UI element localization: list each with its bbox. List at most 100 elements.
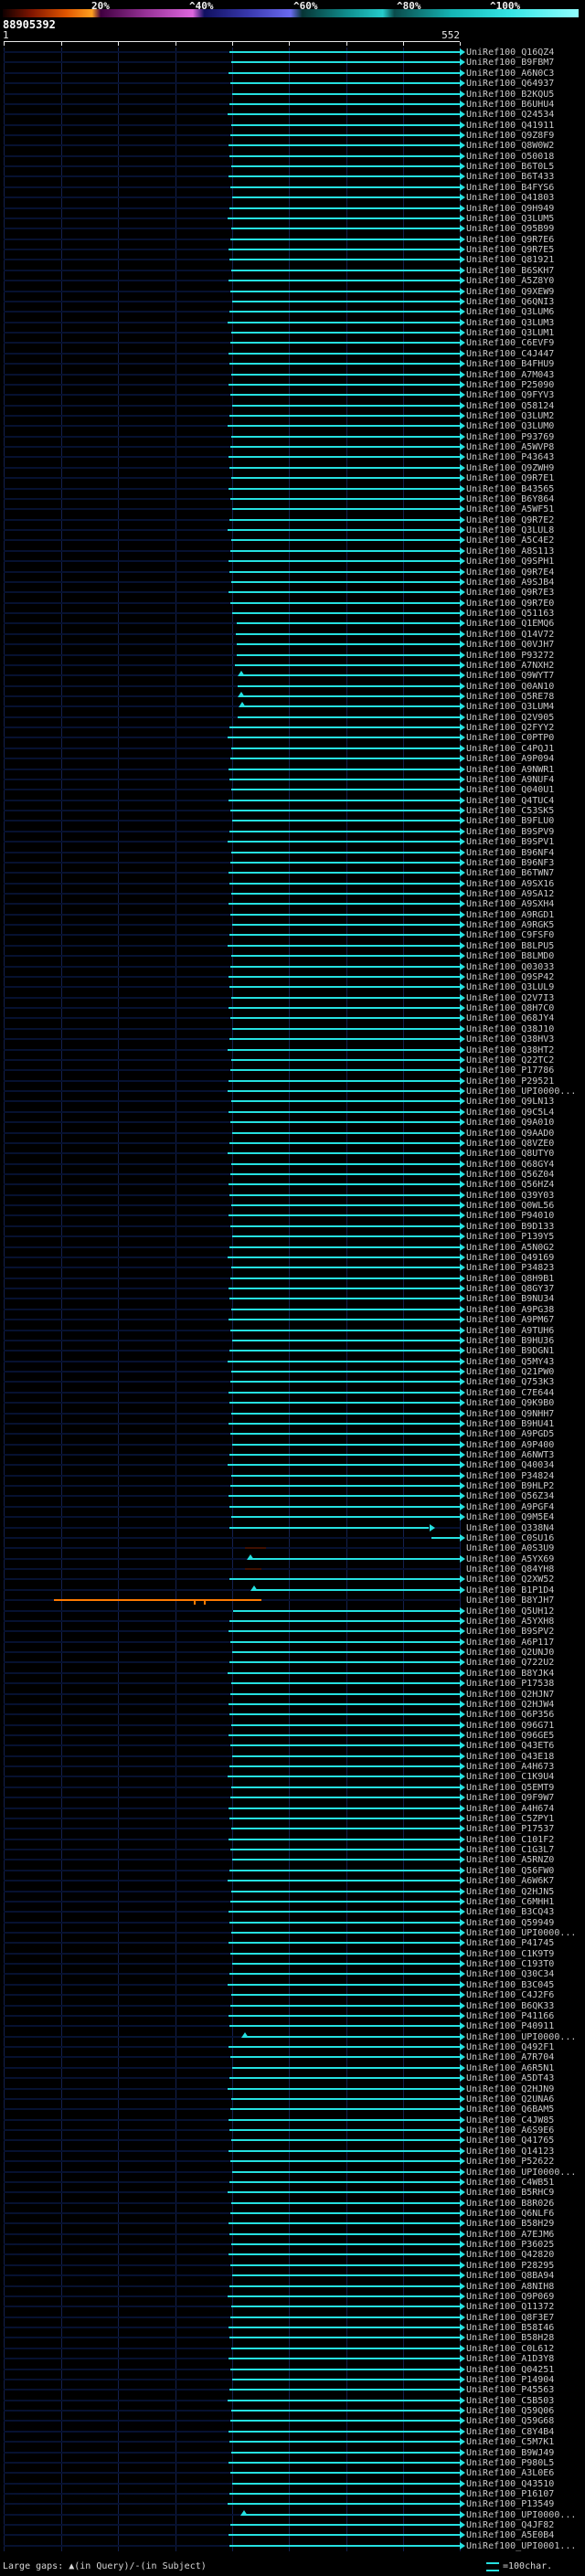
hit-label[interactable]: UniRef100_A7NXH2	[466, 660, 555, 671]
alignment-hit-line[interactable]	[229, 2253, 460, 2256]
alignment-hit-line[interactable]	[248, 1557, 460, 1560]
hit-label[interactable]: UniRef100_P17538	[466, 1679, 555, 1690]
hit-label[interactable]: UniRef100_A9PG38	[466, 1304, 555, 1315]
alignment-hit-line[interactable]	[230, 861, 460, 864]
hit-label[interactable]: UniRef100_Q5RE78	[466, 691, 555, 702]
alignment-hit-line[interactable]	[234, 663, 460, 666]
alignment-hit-line[interactable]	[231, 435, 460, 438]
alignment-hit-line[interactable]	[231, 61, 460, 64]
alignment-hit-line[interactable]	[229, 2492, 460, 2495]
hit-label[interactable]: UniRef100_A9RGK5	[466, 920, 555, 931]
hit-label[interactable]: UniRef100_Q492F1	[466, 2042, 555, 2052]
alignment-hit-line[interactable]	[229, 799, 460, 801]
hit-label[interactable]: UniRef100_Q5UH12	[466, 1606, 555, 1617]
hit-label[interactable]: UniRef100_Q39Y03	[466, 1190, 555, 1201]
hit-label[interactable]: UniRef100_A9SXH4	[466, 899, 555, 910]
hit-label[interactable]: UniRef100_C4WB51	[466, 2177, 555, 2188]
alignment-hit-line[interactable]	[230, 2004, 460, 2007]
hit-label[interactable]: UniRef100_Q8H7C0	[466, 1003, 555, 1013]
alignment-hit-line[interactable]	[229, 768, 460, 770]
hit-label[interactable]: UniRef100_Q41765	[466, 2136, 555, 2147]
hit-label[interactable]: UniRef100_Q2HJW4	[466, 1699, 555, 1710]
alignment-hit-line[interactable]	[231, 1994, 460, 1997]
hit-label[interactable]: UniRef100_Q3LUM4	[466, 702, 555, 713]
hit-label[interactable]: UniRef100_Q30C34	[466, 1969, 555, 1980]
alignment-hit-line[interactable]	[231, 1723, 460, 1726]
hit-label[interactable]: UniRef100_B9SPV2	[466, 1627, 555, 1638]
hit-label[interactable]: UniRef100_Q3LUM0	[466, 421, 555, 432]
alignment-hit-line[interactable]	[229, 102, 460, 105]
hit-label[interactable]: UniRef100_Q0WL56	[466, 1201, 555, 1212]
hit-label[interactable]: UniRef100_C0PTP0	[466, 733, 555, 744]
alignment-hit-line[interactable]	[231, 1162, 460, 1165]
alignment-hit-line[interactable]	[232, 2482, 460, 2485]
hit-label[interactable]: UniRef100_UPI0000...	[466, 2167, 577, 2178]
hit-label[interactable]: UniRef100_B6QK33	[466, 2000, 555, 2011]
hit-label[interactable]: UniRef100_A5N0G2	[466, 1242, 555, 1253]
alignment-hit-line[interactable]	[228, 2191, 460, 2194]
alignment-hit-line[interactable]	[230, 1640, 460, 1643]
hit-label[interactable]: UniRef100_C193T0	[466, 1959, 555, 1970]
alignment-hit-line[interactable]	[231, 747, 460, 749]
alignment-hit-line[interactable]	[235, 632, 460, 635]
hit-label[interactable]: UniRef100_Q3LUM3	[466, 317, 555, 328]
hit-label[interactable]: UniRef100_P16107	[466, 2488, 555, 2499]
alignment-hit-line[interactable]	[232, 1609, 460, 1612]
alignment-hit-line[interactable]	[229, 383, 460, 386]
alignment-hit-line[interactable]	[230, 1121, 460, 1124]
alignment-hit-line[interactable]	[229, 259, 460, 261]
hit-label[interactable]: UniRef100_A9PM67	[466, 1315, 555, 1326]
hit-label[interactable]: UniRef100_A9NUF4	[466, 774, 555, 785]
hit-label[interactable]: UniRef100_Q9LN13	[466, 1097, 555, 1108]
hit-label[interactable]: UniRef100_C4PQJ1	[466, 743, 555, 754]
hit-label[interactable]: UniRef100_P14904	[466, 2374, 555, 2385]
hit-label[interactable]: UniRef100_A3L0E6	[466, 2468, 555, 2479]
hit-label[interactable]: UniRef100_Q2FYY2	[466, 723, 555, 733]
hit-label[interactable]: UniRef100_Q9A010	[466, 1118, 555, 1129]
hit-label[interactable]: UniRef100_A6P117	[466, 1637, 555, 1648]
alignment-hit-line[interactable]	[232, 1027, 460, 1030]
alignment-hit-line[interactable]	[229, 144, 460, 147]
hit-label[interactable]: UniRef100_Q6NLF6	[466, 2209, 555, 2219]
alignment-hit-line[interactable]	[229, 1183, 460, 1186]
hit-label[interactable]: UniRef100_Q338N4	[466, 1522, 555, 1533]
hit-label[interactable]: UniRef100_Q40034	[466, 1460, 555, 1471]
alignment-hit-line[interactable]	[231, 2139, 460, 2142]
alignment-hit-line[interactable]	[229, 1733, 460, 1736]
alignment-hit-line[interactable]	[229, 154, 460, 157]
hit-label[interactable]: UniRef100_A7R704	[466, 2052, 555, 2063]
alignment-hit-line[interactable]	[229, 570, 460, 573]
alignment-hit-line[interactable]	[229, 1110, 460, 1113]
alignment-hit-line[interactable]	[231, 539, 460, 542]
alignment-hit-line[interactable]	[228, 425, 460, 428]
alignment-hit-line[interactable]	[232, 612, 460, 614]
hit-label[interactable]: UniRef100_Q9R7E1	[466, 473, 555, 484]
hit-label[interactable]: UniRef100_Q56HZ4	[466, 1180, 555, 1191]
alignment-hit-line[interactable]	[238, 684, 460, 687]
alignment-hit-line[interactable]	[229, 175, 460, 178]
alignment-hit-line[interactable]	[231, 1412, 460, 1415]
hit-label[interactable]: UniRef100_Q9R7E2	[466, 514, 555, 525]
alignment-hit-line[interactable]	[229, 1038, 460, 1041]
alignment-hit-line[interactable]	[231, 477, 460, 480]
alignment-hit-line[interactable]	[228, 217, 460, 219]
hit-label[interactable]: UniRef100_Q43ET6	[466, 1741, 555, 1752]
hit-label[interactable]: UniRef100_Q9FYV3	[466, 390, 555, 401]
alignment-hit-line[interactable]	[232, 92, 460, 95]
hit-label[interactable]: UniRef100_A6N0C3	[466, 68, 555, 79]
hit-label[interactable]: UniRef100_C9FSF0	[466, 930, 555, 941]
alignment-hit-line[interactable]	[232, 1235, 460, 1238]
alignment-hit-line[interactable]	[244, 1568, 261, 1570]
alignment-hit-line[interactable]	[232, 1963, 460, 1966]
hit-label[interactable]: UniRef100_A9SJB4	[466, 577, 555, 588]
alignment-hit-line[interactable]	[244, 1547, 266, 1550]
hit-label[interactable]: UniRef100_Q9XEW9	[466, 286, 555, 297]
alignment-hit-line[interactable]	[231, 165, 460, 168]
hit-label[interactable]: UniRef100_B9HU36	[466, 1335, 555, 1346]
hit-label[interactable]: UniRef100_Q59949	[466, 1917, 555, 1928]
hit-label[interactable]: UniRef100_Q14V72	[466, 629, 555, 640]
hit-label[interactable]: UniRef100_Q9NHH7	[466, 1408, 555, 1419]
hit-label[interactable]: UniRef100_P34824	[466, 1470, 555, 1481]
alignment-hit-line[interactable]	[228, 2087, 460, 2090]
hit-label[interactable]: UniRef100_B8YJH7	[466, 1595, 555, 1606]
